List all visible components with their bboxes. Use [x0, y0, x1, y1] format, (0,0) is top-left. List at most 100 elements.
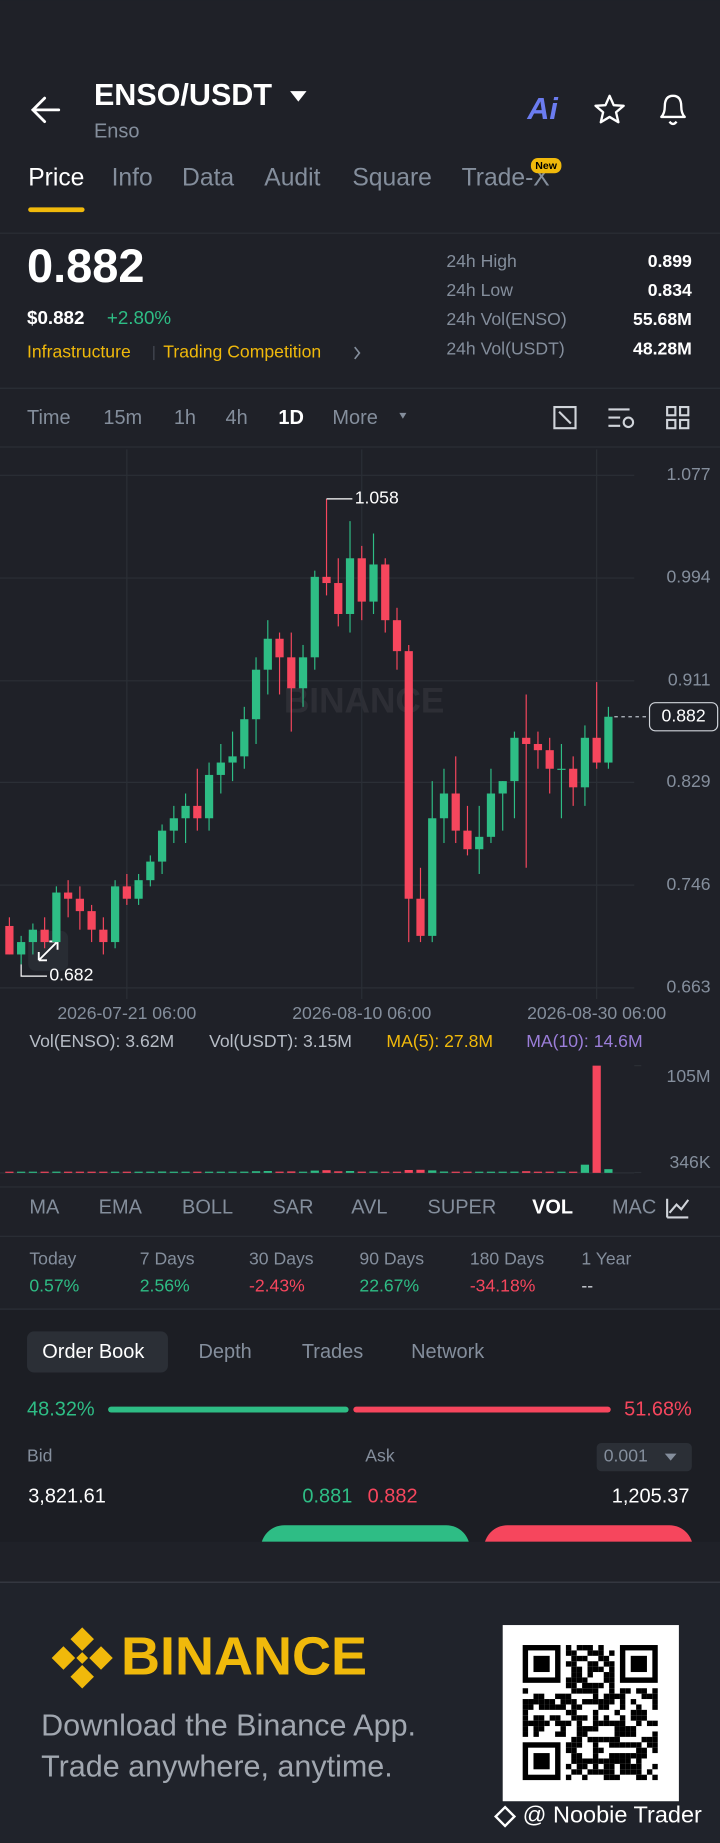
favorite-icon[interactable]	[594, 94, 625, 124]
indicator-tab[interactable]: MA	[29, 1196, 60, 1218]
order-tab[interactable]: Network	[411, 1341, 484, 1363]
qr-module	[652, 1704, 658, 1710]
volume-bar	[381, 1171, 390, 1173]
ask-price: 0.882	[368, 1485, 418, 1507]
bid-qty: 3,821.61	[28, 1485, 106, 1507]
qr-module	[636, 1704, 642, 1710]
qr-module	[646, 1720, 653, 1727]
indicator-tab[interactable]: MAC	[612, 1196, 656, 1218]
ask-ratio-label: 51.68%	[624, 1398, 692, 1420]
volume-bar	[557, 1171, 566, 1173]
tool-icon[interactable]	[553, 405, 577, 430]
pair-caret[interactable]	[290, 91, 307, 102]
tool-icon[interactable]	[608, 408, 630, 427]
qr-module	[538, 1715, 545, 1721]
qr-module	[592, 1769, 599, 1775]
volume-bar	[439, 1171, 449, 1173]
qr-module	[587, 1688, 593, 1694]
qr-module	[625, 1742, 631, 1748]
qr-module	[609, 1693, 615, 1700]
volume-bar	[169, 1171, 178, 1173]
qr-module	[652, 1688, 658, 1694]
stat-value: 0.834	[648, 280, 692, 300]
step-selector[interactable]	[596, 1443, 692, 1472]
y-tick-label: 0.911	[668, 670, 711, 690]
qr-module	[592, 1763, 599, 1770]
qr-module	[587, 1758, 593, 1764]
alert-icon[interactable]	[660, 94, 686, 126]
volume-bar	[522, 1171, 531, 1173]
tool-icon[interactable]	[679, 405, 690, 417]
volume-bar	[122, 1171, 131, 1173]
interval[interactable]: 4h	[226, 407, 248, 429]
qr-module	[619, 1726, 626, 1732]
tool-icon[interactable]	[622, 416, 635, 429]
tab[interactable]: Square	[352, 165, 432, 192]
interval[interactable]: More	[332, 407, 377, 429]
qr-module	[576, 1758, 583, 1764]
indicator-tab[interactable]: EMA	[99, 1196, 143, 1218]
volume-bar	[345, 1171, 355, 1173]
indicator-tab[interactable]: SAR	[272, 1196, 313, 1218]
candle-body	[134, 880, 143, 899]
tab[interactable]: Data	[182, 165, 234, 192]
volume-bar	[475, 1171, 484, 1173]
qr-module	[533, 1715, 539, 1721]
qr-module	[571, 1672, 577, 1678]
qr-module	[522, 1726, 529, 1732]
candle-body	[64, 892, 73, 899]
indicator-tab[interactable]: VOL	[532, 1196, 573, 1218]
indicator-tab[interactable]: SUPER	[428, 1196, 497, 1218]
chart-tool-icons[interactable]	[553, 405, 690, 1219]
tool-icon[interactable]	[666, 418, 677, 430]
qr-module	[630, 1753, 637, 1759]
tag[interactable]: Trading Competition	[163, 342, 321, 362]
order-tab[interactable]: Order Book	[42, 1341, 144, 1363]
tool-icon[interactable]	[679, 418, 690, 430]
tab[interactable]: Info	[112, 165, 153, 192]
qr-module	[652, 1699, 658, 1705]
interval[interactable]: 1h	[174, 407, 196, 429]
qr-module	[652, 1774, 658, 1781]
tool-icon[interactable]	[558, 410, 572, 425]
qr-module	[598, 1747, 604, 1754]
tool-icon[interactable]	[666, 405, 677, 417]
qr-module	[636, 1720, 642, 1727]
qr-module	[609, 1736, 615, 1743]
qr-module	[603, 1693, 610, 1700]
volume-bar	[275, 1171, 284, 1173]
back-arrow[interactable]	[30, 96, 61, 124]
qr-module	[522, 1688, 529, 1694]
interval[interactable]: Time	[27, 407, 71, 429]
qr-module	[619, 1731, 626, 1737]
indicator-tab[interactable]: BOLL	[182, 1196, 233, 1218]
interval[interactable]: 1D	[278, 407, 304, 429]
tab[interactable]: Price	[28, 165, 84, 192]
interval[interactable]: 15m	[103, 407, 142, 429]
qr-module	[625, 1753, 631, 1759]
candle-body	[404, 651, 413, 899]
candle-body	[475, 836, 484, 850]
qr-module	[587, 1661, 593, 1667]
order-tab[interactable]: Trades	[302, 1341, 363, 1363]
tag[interactable]: Infrastructure	[27, 342, 131, 362]
ai-icon[interactable]: Ai	[526, 92, 558, 126]
qr-module	[533, 1720, 539, 1727]
candle-body	[52, 892, 61, 943]
qr-module	[533, 1693, 539, 1700]
volume-bar	[110, 1171, 120, 1173]
bid-ratio-label: 48.32%	[27, 1398, 95, 1420]
qr-module	[636, 1688, 642, 1694]
volume-bar	[75, 1171, 84, 1173]
active-order-tab[interactable]	[27, 1331, 168, 1373]
qr-module	[619, 1742, 626, 1748]
qr-module	[576, 1688, 583, 1694]
qr-module	[625, 1763, 631, 1770]
candle-body	[545, 750, 554, 769]
indicator-settings-icon[interactable]	[666, 1198, 690, 1219]
indicator-tab[interactable]: AVL	[351, 1196, 387, 1218]
more-caret[interactable]	[399, 412, 407, 419]
order-tab[interactable]: Depth	[198, 1341, 251, 1363]
tab[interactable]: Audit	[264, 165, 320, 192]
qr-module	[571, 1666, 577, 1673]
